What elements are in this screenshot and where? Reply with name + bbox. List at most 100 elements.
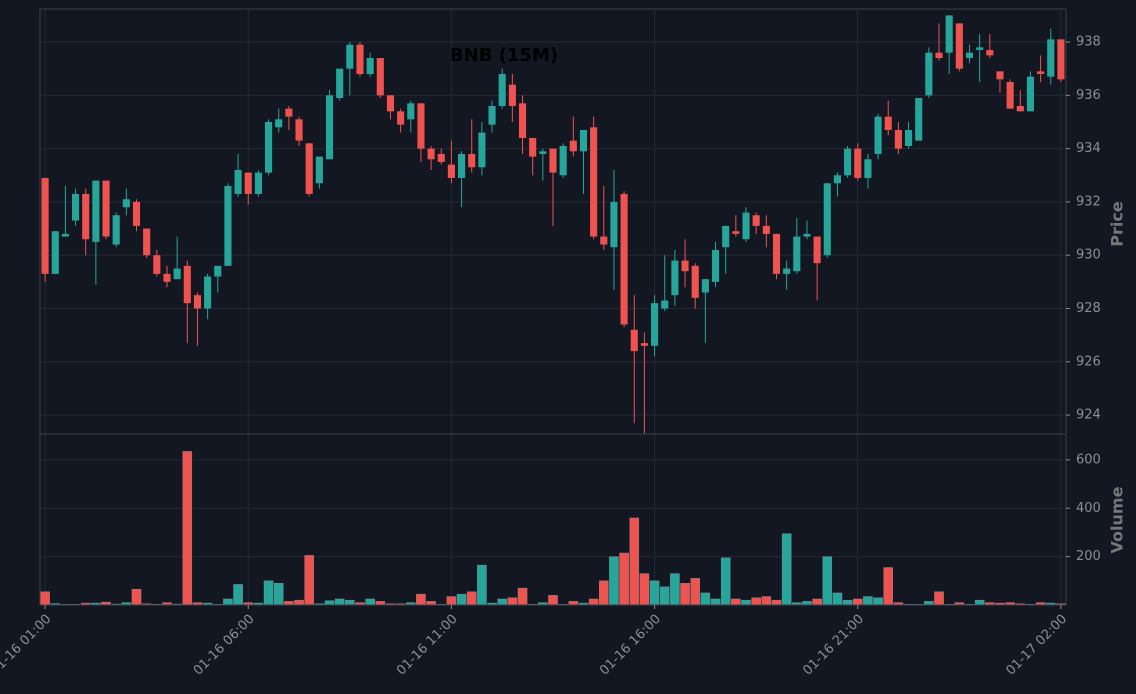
candle-body	[823, 183, 831, 256]
candle-body	[234, 169, 242, 194]
y-tick-label: 928	[1076, 301, 1101, 316]
volume-bar	[619, 552, 629, 606]
volume-bar	[477, 564, 487, 606]
candle-body	[204, 276, 212, 309]
volume-bar	[659, 586, 670, 606]
candle-body	[671, 260, 679, 296]
candle-body	[833, 175, 841, 184]
candle-body	[955, 23, 963, 69]
y-tick-label: 926	[1076, 354, 1101, 369]
candle-body	[346, 44, 354, 69]
candle-body	[437, 153, 445, 162]
volume-bar	[182, 451, 193, 606]
y-tick-label: 938	[1076, 35, 1101, 50]
volume-bar	[273, 583, 284, 606]
volume-bar	[974, 599, 985, 606]
y-tick-label: 936	[1076, 88, 1101, 103]
candle-body	[82, 193, 90, 240]
candle-body	[132, 201, 141, 226]
candle-body	[112, 215, 120, 245]
volume-bar	[599, 580, 609, 606]
candle-body	[508, 84, 516, 106]
candle-body	[701, 279, 709, 293]
volume-bar	[649, 580, 660, 606]
candle-body	[762, 225, 770, 234]
candle-body	[529, 137, 537, 157]
candle-body	[813, 236, 821, 264]
volume-bar	[883, 567, 893, 606]
candle-body	[884, 116, 892, 130]
candle-body	[986, 50, 994, 56]
y-tick-label: 930	[1076, 248, 1101, 263]
volume-bar	[802, 601, 812, 606]
candle-body	[681, 260, 689, 272]
candle-body	[559, 145, 567, 176]
candle-body	[153, 255, 161, 274]
candle-body	[783, 268, 791, 274]
volume-tick-label: 400	[1076, 501, 1101, 516]
volume-bar	[639, 573, 650, 606]
candle-body	[458, 153, 466, 178]
candle-body	[742, 212, 750, 240]
candle-body	[498, 74, 506, 106]
candle-body	[620, 193, 628, 325]
volume-bar	[324, 600, 335, 606]
candle-body	[92, 180, 100, 242]
candle-body	[488, 105, 496, 125]
candle-body	[102, 180, 110, 237]
candle-body	[163, 273, 171, 282]
volume-bar	[497, 598, 507, 606]
candle-body	[254, 172, 262, 194]
volume-bar	[426, 601, 436, 606]
candle-body	[803, 233, 811, 237]
candle-body	[1006, 82, 1014, 109]
volume-bar	[568, 601, 579, 606]
volume-bar	[375, 601, 386, 606]
y-tick-label: 932	[1076, 194, 1101, 209]
candle-body	[722, 225, 730, 248]
volume-bar	[873, 597, 883, 606]
candle-body	[935, 52, 943, 59]
volume-bar	[924, 601, 934, 606]
candle-body	[417, 103, 425, 149]
volume-bar	[852, 598, 863, 606]
volume-bar	[334, 598, 345, 606]
volume-bar	[731, 598, 741, 606]
volume-bar	[345, 599, 355, 606]
candle-body	[193, 295, 202, 309]
candle-body	[549, 148, 557, 173]
candle-body	[427, 148, 435, 160]
volume-bar	[365, 598, 375, 606]
candle-body	[305, 143, 313, 194]
volume-bar	[304, 555, 314, 606]
candle-body	[630, 329, 638, 352]
volume-bar	[761, 596, 772, 606]
volume-bar	[263, 580, 274, 606]
volume-bar	[629, 517, 640, 606]
candle-body	[468, 153, 476, 168]
volume-bar	[609, 556, 619, 606]
volume-bar	[588, 598, 599, 606]
candle-body	[518, 103, 527, 138]
candle-body	[793, 236, 801, 272]
candle-body	[41, 177, 49, 274]
candle-body	[224, 185, 232, 266]
candle-body	[772, 233, 781, 274]
candle-body	[711, 249, 720, 282]
candle-body	[61, 233, 69, 237]
volume-bar	[548, 595, 558, 606]
volume-tick-label: 600	[1076, 452, 1101, 467]
volume-bar	[741, 599, 751, 606]
candle-body	[51, 231, 59, 274]
volume-bar	[131, 589, 142, 606]
volume-bar	[690, 578, 700, 606]
candle-body	[295, 119, 303, 141]
candle-body	[71, 193, 80, 221]
candle-body	[661, 300, 669, 309]
volume-bar	[284, 601, 294, 606]
candle-body	[691, 265, 699, 298]
candle-body	[965, 52, 974, 59]
candle-body	[600, 236, 608, 245]
volume-bar	[812, 598, 822, 606]
y-tick-label: 934	[1076, 141, 1101, 156]
